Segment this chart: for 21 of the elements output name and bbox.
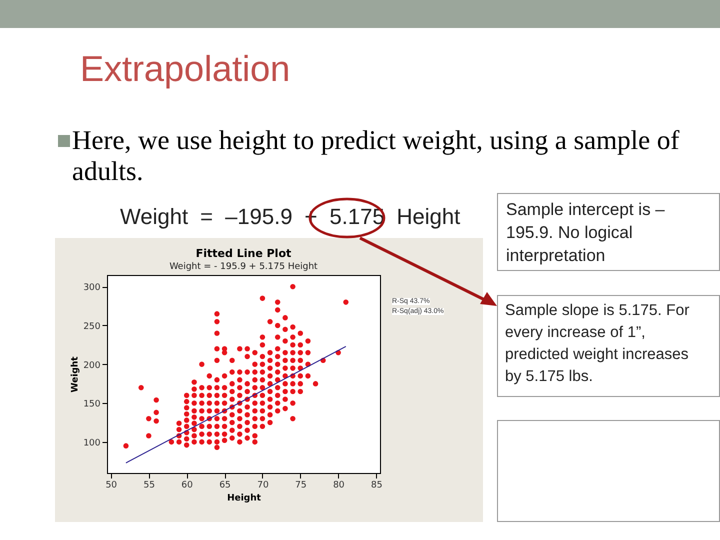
y-tick-label: 250: [83, 322, 101, 332]
y-tick-label: 100: [83, 438, 101, 448]
x-tick-label: 55: [143, 480, 155, 490]
text: Sample intercept is –195.9. No logical interpretation: [506, 199, 666, 267]
y-tick-label: 300: [83, 283, 101, 294]
x-tick-label: 50: [106, 480, 118, 490]
chart-title: Fitted Line Plot: [196, 247, 292, 260]
x-axis-title: Height: [227, 494, 262, 504]
text: Here, we use height to predict weight, using a sample of adults.: [72, 125, 680, 187]
y-axis-title: Weight: [70, 356, 80, 392]
x-tick-label: 60: [181, 480, 194, 490]
x-tick-label: 65: [219, 480, 231, 490]
text: Sample slope is 5.175. For every increase of 1”, predicted weight increases by 5.175 lbs.: [505, 301, 690, 387]
text: Extrapolation: [80, 48, 290, 90]
x-tick-label: 80: [333, 480, 345, 490]
y-tick-label: 200: [83, 360, 101, 371]
y-tick-label: 150: [83, 400, 101, 410]
x-tick-label: 75: [295, 480, 307, 490]
x-tick-label: 70: [257, 480, 269, 490]
x-tick-label: 85: [370, 480, 382, 490]
chart-subtitle: Weight = - 195.9 + 5.175 Height: [169, 262, 318, 272]
